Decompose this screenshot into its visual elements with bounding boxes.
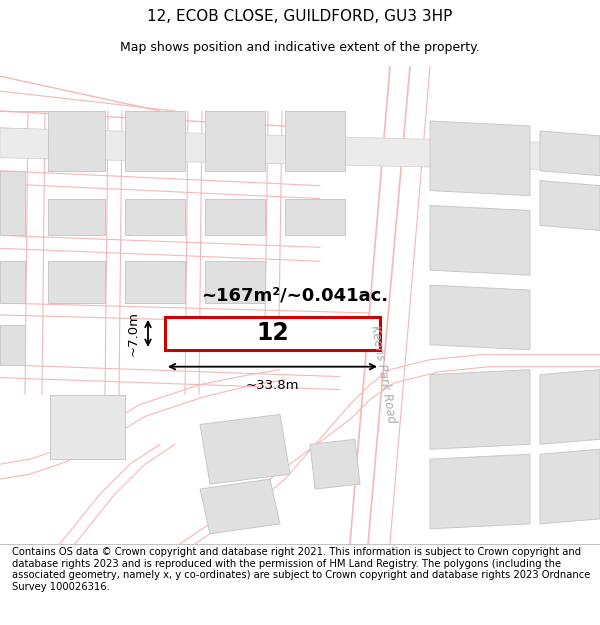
Polygon shape: [48, 199, 105, 236]
Polygon shape: [200, 479, 280, 534]
Polygon shape: [285, 199, 345, 236]
Polygon shape: [125, 111, 185, 171]
Polygon shape: [310, 439, 360, 489]
Polygon shape: [0, 171, 25, 236]
Polygon shape: [200, 414, 290, 484]
Polygon shape: [430, 369, 530, 449]
Polygon shape: [0, 128, 600, 171]
Polygon shape: [540, 131, 600, 176]
Polygon shape: [430, 285, 530, 350]
Polygon shape: [125, 199, 185, 236]
Text: ~7.0m: ~7.0m: [127, 311, 140, 356]
Polygon shape: [430, 454, 530, 529]
Text: ~167m²/~0.041ac.: ~167m²/~0.041ac.: [202, 286, 389, 304]
Polygon shape: [165, 317, 380, 350]
Polygon shape: [205, 199, 265, 236]
Polygon shape: [540, 449, 600, 524]
Polygon shape: [50, 394, 125, 459]
Polygon shape: [50, 394, 125, 459]
Polygon shape: [48, 261, 105, 303]
Text: Map shows position and indicative extent of the property.: Map shows position and indicative extent…: [120, 41, 480, 54]
Text: ~33.8m: ~33.8m: [246, 379, 299, 392]
Polygon shape: [540, 181, 600, 231]
Polygon shape: [285, 111, 345, 171]
Polygon shape: [0, 261, 25, 303]
Text: 12: 12: [256, 321, 289, 346]
Text: Contains OS data © Crown copyright and database right 2021. This information is : Contains OS data © Crown copyright and d…: [12, 547, 590, 592]
Polygon shape: [0, 325, 25, 364]
Polygon shape: [540, 369, 600, 444]
Polygon shape: [205, 111, 265, 171]
Polygon shape: [430, 121, 530, 196]
Polygon shape: [48, 111, 105, 171]
Polygon shape: [430, 206, 530, 275]
Text: 12, ECOB CLOSE, GUILDFORD, GU3 3HP: 12, ECOB CLOSE, GUILDFORD, GU3 3HP: [148, 9, 452, 24]
Text: Keens Park Road: Keens Park Road: [368, 325, 398, 424]
Polygon shape: [125, 261, 185, 303]
Polygon shape: [205, 261, 265, 303]
